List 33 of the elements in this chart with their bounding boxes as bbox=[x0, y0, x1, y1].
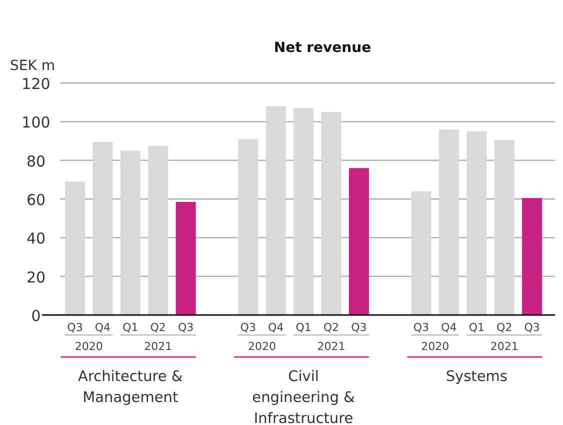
text: 2020 bbox=[248, 340, 276, 353]
x-tick-label: Q3 bbox=[67, 321, 83, 334]
x-tick-label: Q1 bbox=[296, 321, 312, 334]
x-tick-label: Q3 bbox=[413, 321, 430, 334]
y-tick-label: 80 bbox=[26, 152, 46, 170]
x-tick-label: Q4 bbox=[441, 321, 457, 334]
text: 2021 bbox=[490, 340, 518, 353]
x-tick-label: Q4 bbox=[268, 321, 284, 334]
chart-title: Net revenue bbox=[274, 40, 372, 56]
x-tick-label: Q2 bbox=[496, 321, 512, 334]
x-tick-label: Q1 bbox=[468, 321, 484, 334]
y-tick-label: 100 bbox=[22, 114, 50, 132]
x-tick-label: Q2 bbox=[150, 321, 166, 334]
y-tick-label: 40 bbox=[26, 230, 46, 248]
text: Civil engineering & Infrastructure bbox=[252, 369, 355, 425]
text: 2021 bbox=[144, 340, 172, 353]
x-tick-label: Q3 bbox=[351, 321, 367, 334]
text: 2021 bbox=[317, 340, 346, 353]
y-tick-label: 120 bbox=[22, 75, 50, 93]
y-tick-label: 60 bbox=[26, 191, 46, 209]
text: 2020 bbox=[74, 340, 103, 353]
y-tick-label: 0 bbox=[31, 307, 41, 325]
x-tick-label: Q3 bbox=[240, 321, 256, 334]
text: 2020 bbox=[421, 340, 450, 353]
x-tick-label: Q3 bbox=[524, 321, 540, 334]
y-tick-label: 20 bbox=[26, 268, 46, 286]
x-tick-label: Q3 bbox=[178, 321, 194, 334]
x-tick-label: Q4 bbox=[94, 321, 111, 334]
text: Architecture & Management bbox=[78, 369, 183, 406]
x-tick-label: Q2 bbox=[323, 321, 340, 334]
y-axis-title: SEK m bbox=[10, 58, 56, 74]
x-tick-label: Q1 bbox=[122, 321, 138, 334]
text: Systems bbox=[446, 369, 508, 385]
